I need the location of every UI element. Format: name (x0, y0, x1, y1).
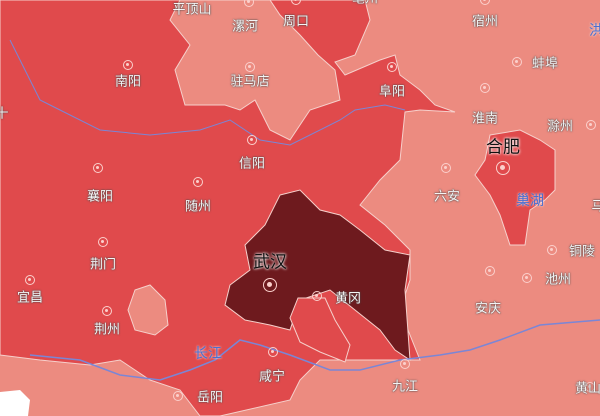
city-marker-icon[interactable] (585, 382, 595, 392)
city-label: 安庆 (474, 301, 502, 317)
city-label: 岳阳 (196, 390, 224, 406)
city-label: 荆州 (93, 322, 121, 338)
city-label: 宜昌 (16, 290, 44, 306)
city-label: 滁州 (546, 119, 574, 135)
city-marker-icon[interactable] (496, 161, 510, 175)
city-label: 荆门 (89, 257, 117, 273)
city-marker-icon[interactable] (312, 291, 322, 301)
city-marker-icon[interactable] (480, 83, 490, 93)
city-label: 驻马店 (230, 74, 270, 90)
city-label: 池州 (544, 272, 572, 288)
city-marker-icon[interactable] (193, 177, 203, 187)
city-marker-icon[interactable] (98, 237, 108, 247)
city-marker-icon[interactable] (263, 278, 277, 292)
city-label: 信阳 (238, 156, 266, 172)
city-label: 襄阳 (86, 189, 114, 205)
city-label: 平顶山 (172, 2, 212, 18)
city-marker-icon[interactable] (173, 391, 183, 401)
region-white-outside (0, 390, 30, 416)
city-label: 黄山 (574, 381, 600, 397)
city-marker-icon[interactable] (441, 163, 451, 173)
city-label: 九江 (391, 379, 419, 395)
water-label: 巢湖 (516, 193, 544, 209)
city-marker-icon[interactable] (586, 120, 596, 130)
region-high-wuhan-huanggang[interactable] (224, 189, 411, 361)
city-marker-icon[interactable] (512, 57, 522, 67)
city-label: 亳州 (352, 0, 378, 7)
water-label: 洪 (589, 23, 600, 39)
city-marker-icon[interactable] (123, 60, 133, 70)
city-label: 漯河 (231, 19, 259, 35)
region-low-zhumadian-luohe[interactable] (169, 0, 341, 141)
city-marker-icon[interactable] (485, 266, 495, 276)
city-marker-icon[interactable] (387, 62, 397, 72)
city-label: 随州 (184, 199, 212, 215)
city-label: 宿州 (471, 14, 499, 30)
city-marker-icon[interactable] (102, 306, 112, 316)
city-marker-icon[interactable] (244, 0, 254, 7)
city-marker-icon[interactable] (400, 359, 410, 369)
city-label: 南阳 (114, 74, 142, 90)
city-label: 武汉 (253, 252, 287, 273)
border-henan-hubei (9, 39, 406, 146)
city-marker-icon[interactable] (25, 275, 35, 285)
city-label: 淮南 (471, 111, 499, 127)
water-label: 长江 (194, 346, 222, 362)
city-marker-icon[interactable] (268, 347, 278, 357)
region-mid-hefei[interactable] (474, 129, 556, 246)
city-label: 咸宁 (258, 369, 286, 385)
city-label: 合肥 (486, 137, 520, 158)
river-yangtze (29, 319, 600, 381)
city-marker-icon[interactable] (247, 135, 257, 145)
city-label: 六安 (433, 189, 461, 205)
city-label: 蚌埠 (531, 56, 559, 72)
city-marker-icon[interactable] (93, 163, 103, 173)
city-marker-icon[interactable] (522, 273, 532, 283)
city-label: 十 (0, 106, 9, 122)
city-marker-icon[interactable] (245, 62, 255, 72)
region-low-jingzhou-inner[interactable] (127, 284, 169, 336)
city-label: 黄冈 (334, 291, 362, 307)
region-mid-ezhou-huangshi[interactable] (289, 297, 351, 363)
city-label: 铜陵 (568, 244, 596, 260)
region-mid-hubei-henan[interactable] (0, 0, 456, 416)
city-marker-icon[interactable] (547, 245, 557, 255)
city-label: 阜阳 (378, 84, 406, 100)
city-label: 马 (591, 199, 600, 215)
city-label: 周口 (282, 14, 310, 30)
